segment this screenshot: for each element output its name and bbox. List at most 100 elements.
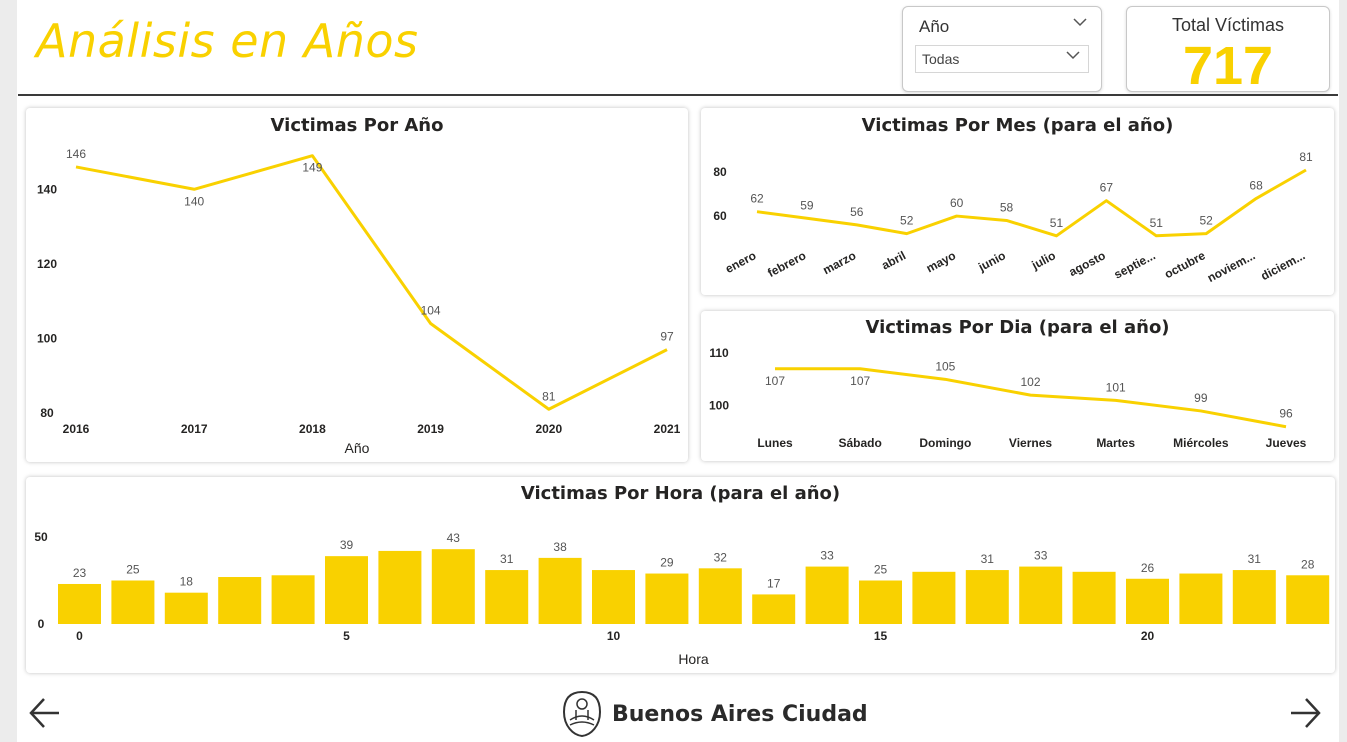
x-tick-label: 2020 (535, 422, 562, 436)
data-label: 58 (1000, 200, 1014, 214)
victims-by-day-svg: Victimas Por Dia (para el año) 100 110 107 1… (709, 317, 1307, 450)
bar (698, 568, 742, 624)
arrow-right-icon[interactable] (1288, 696, 1322, 730)
data-label: 105 (935, 359, 955, 373)
data-label: 17 (767, 576, 781, 590)
data-label: 60 (950, 196, 964, 210)
data-label: 51 (1050, 216, 1064, 230)
data-label: 59 (800, 198, 814, 212)
data-label: 31 (1248, 552, 1262, 566)
data-label: 31 (500, 552, 514, 566)
data-label: 67 (1100, 181, 1114, 195)
data-label: 62 (750, 192, 764, 206)
data-label: 107 (850, 374, 870, 388)
bar (805, 566, 849, 624)
bar (325, 556, 368, 624)
x-tick-label: agosto (1066, 248, 1107, 279)
bar (752, 594, 796, 624)
series-line (775, 367, 1287, 429)
x-tick-label: Martes (1096, 436, 1135, 450)
bar (645, 573, 689, 624)
x-axis-title: Hora (678, 651, 709, 667)
data-label: 18 (180, 575, 194, 589)
total-victims-label: Total Víctimas (1171, 15, 1285, 35)
data-label: 51 (1150, 216, 1164, 230)
x-tick-label: 2017 (181, 422, 208, 436)
bar (912, 571, 956, 624)
y-tick-label: 50 (34, 530, 48, 544)
series-line (75, 154, 668, 411)
data-label: 81 (1299, 150, 1313, 164)
data-label: 107 (765, 374, 785, 388)
chart-title: Victimas Por Dia (para el año) (865, 317, 1169, 338)
bar (859, 580, 902, 624)
x-tick-label: 2021 (654, 422, 681, 436)
x-tick-label: Domingo (919, 436, 971, 450)
y-tick-label: 120 (37, 257, 57, 271)
data-label: 52 (1200, 214, 1214, 228)
chevron-down-icon[interactable] (1066, 50, 1080, 60)
x-tick-label: febrero (765, 248, 808, 280)
bar (431, 549, 475, 624)
year-slicer[interactable]: Año Todas (902, 6, 1102, 92)
x-tick-label: enero (723, 248, 758, 276)
data-label: 96 (1279, 407, 1293, 421)
data-label: 81 (542, 389, 556, 403)
bar (592, 570, 635, 624)
victims-by-day-chart[interactable]: Victimas Por Dia (para el año) 100 110 107 1… (701, 311, 1334, 461)
data-label: 26 (1141, 561, 1155, 575)
bar (1072, 571, 1116, 624)
bar (965, 570, 1009, 624)
y-tick-label: 100 (37, 331, 57, 345)
x-tick-label: Miércoles (1173, 436, 1229, 450)
victims-by-year-svg: Victimas Por Año 80 100 120 140 146 140 149 104 8… (37, 115, 681, 456)
victims-by-month-chart[interactable]: Victimas Por Mes (para el año) 60 80 62 59 56… (701, 108, 1334, 295)
victims-by-month-svg: Victimas Por Mes (para el año) 60 80 62 59 56… (713, 115, 1313, 285)
x-tick-label: mayo (924, 248, 958, 275)
data-label: 140 (184, 194, 204, 208)
victims-by-hour-chart[interactable]: Victimas Por Hora (para el año) 0 50 23 25 18… (26, 477, 1335, 673)
total-victims-card: Total Víctimas 717 (1126, 6, 1330, 96)
y-tick-label: 80 (40, 406, 54, 420)
arrow-left-icon[interactable] (28, 696, 62, 730)
chart-title: Victimas Por Año (271, 115, 444, 136)
bar (111, 580, 155, 624)
data-label: 39 (340, 538, 354, 552)
data-label: 25 (126, 563, 140, 577)
x-tick-label: Sábado (838, 436, 881, 450)
data-label: 29 (660, 556, 674, 570)
bar (538, 557, 582, 624)
bar (164, 592, 208, 624)
data-label: 101 (1106, 380, 1126, 394)
total-victims-value: 717 (1182, 36, 1274, 96)
x-tick-label: 5 (343, 629, 350, 643)
x-tick-label: marzo (820, 248, 858, 277)
header-divider (18, 94, 1338, 96)
data-label: 97 (660, 330, 674, 344)
y-tick-label: 60 (713, 209, 727, 223)
victims-by-year-chart[interactable]: Victimas Por Año 80 100 120 140 146 140 149 104 8… (26, 108, 688, 462)
chevron-down-icon[interactable] (1073, 17, 1087, 27)
data-label: 38 (553, 540, 567, 554)
y-tick-label: 80 (713, 165, 727, 179)
x-tick-label: abril (879, 248, 908, 272)
data-label: 25 (874, 563, 888, 577)
x-tick-label: julio (1029, 248, 1058, 272)
data-label: 32 (714, 550, 728, 564)
bar (271, 575, 315, 624)
year-slicer-dropdown[interactable]: Todas (915, 45, 1089, 73)
data-label: 23 (73, 566, 87, 580)
bar (58, 583, 101, 624)
bar (1286, 575, 1330, 624)
data-label: 56 (850, 205, 864, 219)
x-tick-label: junio (975, 248, 1008, 274)
x-tick-label: 10 (607, 629, 621, 643)
bar (1232, 570, 1276, 624)
series-line (756, 168, 1307, 238)
page-title: Análisis en Años (36, 14, 419, 68)
x-tick-label: Viernes (1009, 436, 1052, 450)
data-label: 52 (900, 214, 914, 228)
bar (218, 577, 262, 624)
bar (378, 550, 422, 624)
city-seal-icon (562, 690, 602, 738)
